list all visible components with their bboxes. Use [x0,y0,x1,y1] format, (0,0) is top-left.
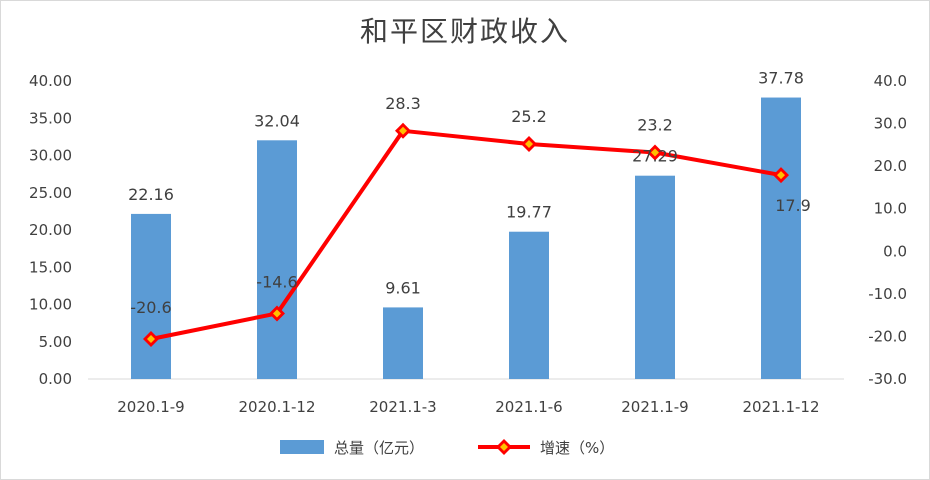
y-left-tick-label: 25.00 [29,184,72,202]
y-left-tick-label: 20.00 [29,221,72,239]
x-tick-label: 2021.1-12 [743,398,820,416]
y-left-tick-label: 15.00 [29,258,72,276]
x-tick-label: 2021.1-6 [495,398,562,416]
line-marker-inner [777,171,785,180]
y-right-tick-label: -10.0 [868,285,907,303]
y-right-tick-label: 0.0 [883,242,907,260]
bar-data-label: 22.16 [128,185,174,204]
bar [383,307,423,379]
bar [761,97,801,379]
y-right-tick-label: -20.0 [868,327,907,345]
y-left-tick-label: 5.00 [39,333,72,351]
line-data-label: -20.6 [130,298,171,317]
y-left-tick-label: 0.00 [39,370,72,388]
line-marker-inner [651,148,659,157]
legend-swatch-total [280,440,324,454]
y-right-tick-label: -30.0 [868,370,907,388]
bar [131,213,171,379]
line-data-label: 25.2 [511,107,547,126]
bar-data-label: 32.04 [254,111,300,130]
y-left-tick-label: 10.00 [29,296,72,314]
x-tick-label: 2021.1-9 [621,398,688,416]
line-marker-inner [273,309,281,318]
legend-marker-growth-inner [500,443,508,451]
line-data-label: 17.9 [775,196,811,215]
legend-label-growth: 增速（%） [540,439,614,457]
y-left-tick-label: 35.00 [29,109,72,127]
bar-data-label: 37.78 [758,69,804,88]
bar-data-label: 19.77 [506,203,552,222]
line-data-label: 28.3 [385,94,421,113]
x-tick-label: 2021.1-3 [369,398,436,416]
y-right-tick-label: 20.0 [874,157,907,175]
y-right-tick-label: 30.0 [874,115,907,133]
line-marker-inner [147,334,155,343]
line-marker-inner [399,126,407,135]
line-data-label: 23.2 [637,116,673,135]
bar [509,231,549,379]
bar [257,140,297,379]
bar-data-label: 9.61 [385,278,421,297]
growth-line [150,128,782,341]
legend-label-total: 总量（亿元） [334,439,424,457]
line-data-label: -14.6 [256,272,297,291]
y-right-tick-label: 40.0 [874,72,907,90]
line-marker-inner [525,140,533,149]
x-tick-label: 2020.1-9 [117,398,184,416]
bar-data-label: 27.29 [632,147,678,166]
bar [635,175,675,379]
x-tick-label: 2020.1-12 [239,398,316,416]
y-right-tick-label: 10.0 [874,200,907,218]
y-left-tick-label: 30.00 [29,147,72,165]
chart-title: 和平区财政收入 [359,15,570,48]
y-left-tick-label: 40.00 [29,72,72,90]
